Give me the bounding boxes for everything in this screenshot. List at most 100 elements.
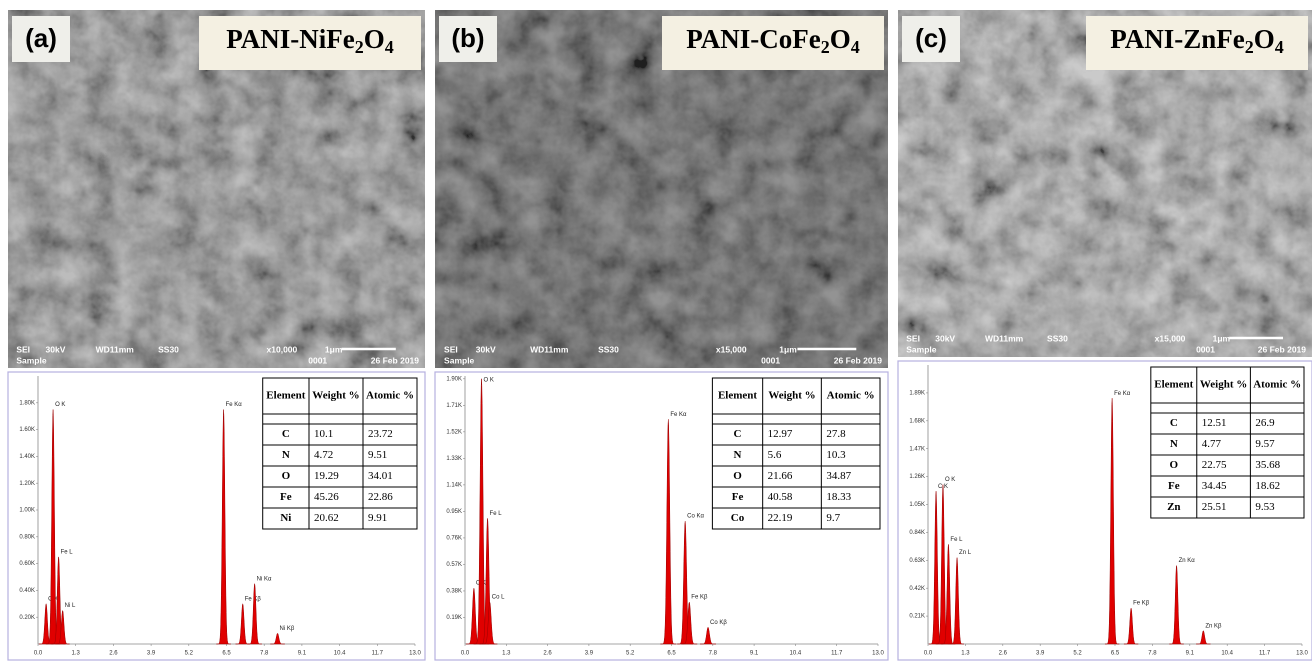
x-tick-label: 11.7 <box>831 651 843 657</box>
y-tick-label: 1.20K <box>19 481 35 487</box>
table-cell: Ni <box>280 512 291 524</box>
x-tick-label: 10.4 <box>334 651 346 657</box>
table-cell: 9.51 <box>368 449 387 461</box>
table-cell: N <box>1170 438 1178 450</box>
x-tick-label: 11.7 <box>1259 651 1271 657</box>
table-cell: Fe <box>280 491 292 503</box>
peak-label: O K <box>945 477 955 483</box>
table-cell: 22.86 <box>368 491 393 503</box>
title-text: PANI-ZnFe <box>1110 24 1245 54</box>
y-tick-label: 1.68K <box>909 418 925 424</box>
x-tick-label: 6.5 <box>667 651 676 657</box>
y-tick-label: 0.19K <box>446 615 462 621</box>
y-tick-label: 1.14K <box>446 482 462 488</box>
table-cell: C <box>1170 417 1178 429</box>
table-cell: 26.9 <box>1255 417 1275 429</box>
table-header: Weight % <box>1200 379 1247 391</box>
table-cell: C <box>282 428 290 440</box>
y-tick-label: 1.80K <box>19 400 35 406</box>
table-cell: 4.72 <box>314 449 333 461</box>
x-tick-label: 9.1 <box>750 651 759 657</box>
table-header: Atomic % <box>1253 379 1301 391</box>
table-cell: N <box>734 449 742 461</box>
sem-info: SEI <box>906 333 920 343</box>
peak-label: O K <box>55 402 65 408</box>
sem-info: WD11mm <box>96 344 135 354</box>
table-cell: 25.51 <box>1202 501 1227 513</box>
panel-label: (a) <box>25 23 57 53</box>
x-tick-label: 10.4 <box>1221 651 1233 657</box>
sem-info: SS30 <box>158 344 179 354</box>
table-header: Element <box>1154 379 1193 391</box>
x-tick-label: 2.6 <box>543 651 552 657</box>
table-cell: 23.72 <box>368 428 393 440</box>
x-tick-label: 3.9 <box>147 651 156 657</box>
table-cell: O <box>1170 459 1179 471</box>
table-header: Element <box>718 390 757 402</box>
subscript: 2 <box>821 37 830 57</box>
table-cell: 35.68 <box>1255 459 1280 471</box>
sem-info: Sample <box>16 355 47 365</box>
sem-info: x15,000 <box>716 344 747 354</box>
y-tick-label: 1.71K <box>446 403 462 409</box>
y-tick-label: 0.60K <box>19 561 35 567</box>
table-cell: 22.19 <box>768 512 793 524</box>
sem-info: 0001 <box>308 355 327 365</box>
table-header: Element <box>266 390 305 402</box>
table-cell: 9.7 <box>826 512 840 524</box>
sem-info: Sample <box>906 344 937 354</box>
table-cell: 21.66 <box>768 470 793 482</box>
x-tick-label: 5.2 <box>185 651 194 657</box>
y-tick-label: 0.76K <box>446 535 462 541</box>
title-text: O <box>1254 24 1275 54</box>
x-tick-label: 6.5 <box>1111 651 1120 657</box>
table-cell: 45.26 <box>314 491 339 503</box>
y-tick-label: 1.89K <box>909 390 925 396</box>
table-cell: 34.01 <box>368 470 393 482</box>
table-cell: Co <box>731 512 745 524</box>
peak-label: Fe Kβ <box>245 596 262 602</box>
y-tick-label: 0.95K <box>446 509 462 515</box>
table-header: Atomic % <box>827 390 875 402</box>
y-tick-label: 1.60K <box>19 427 35 433</box>
peak-label: Fe Kα <box>670 412 687 418</box>
sem-info: SEI <box>444 344 458 354</box>
peak-label: Ni L <box>65 603 76 609</box>
x-tick-label: 2.6 <box>999 651 1008 657</box>
peak-label: Fe Kα <box>226 402 243 408</box>
peak-label: Fe Kα <box>1114 391 1131 397</box>
panel-title: PANI-NiFe2O4 <box>226 24 393 57</box>
table-cell: 18.62 <box>1255 480 1280 492</box>
peak-label: Co L <box>492 595 505 601</box>
peak-label: Fe Kβ <box>691 595 708 601</box>
table-cell: 4.77 <box>1202 438 1222 450</box>
x-tick-label: 9.1 <box>298 651 307 657</box>
sem-info: 0001 <box>1196 344 1215 354</box>
x-tick-label: 1.3 <box>961 651 970 657</box>
y-tick-label: 0.63K <box>909 558 925 564</box>
title-text: PANI-CoFe <box>686 24 820 54</box>
x-tick-label: 1.3 <box>502 651 511 657</box>
table-cell: 9.57 <box>1255 438 1275 450</box>
table-cell: 34.87 <box>826 470 851 482</box>
peak-label: Zn L <box>959 550 972 556</box>
title-text: O <box>830 24 851 54</box>
y-tick-label: 0.57K <box>446 562 462 568</box>
table-cell: 18.33 <box>826 491 851 503</box>
y-tick-label: 1.40K <box>19 454 35 460</box>
y-tick-label: 0.38K <box>446 589 462 595</box>
sem-info: x15,000 <box>1155 333 1186 343</box>
table-cell: Zn <box>1167 501 1180 513</box>
table-cell: 27.8 <box>826 428 846 440</box>
x-tick-label: 7.8 <box>1148 651 1157 657</box>
y-tick-label: 1.05K <box>909 502 925 508</box>
table-cell: 9.91 <box>368 512 387 524</box>
peak-label: Ni Kβ <box>280 626 295 632</box>
table-cell: C <box>734 428 742 440</box>
sem-info: 26 Feb 2019 <box>371 355 419 365</box>
table-cell: 34.45 <box>1202 480 1227 492</box>
table-cell: Fe <box>732 491 744 503</box>
